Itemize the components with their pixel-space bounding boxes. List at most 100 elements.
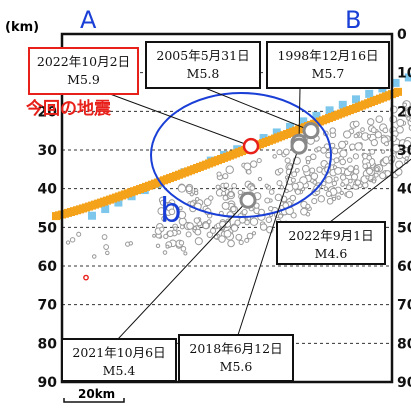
seismic-event — [189, 201, 195, 207]
seismic-event — [384, 141, 390, 147]
seismic-event — [353, 164, 359, 170]
seismic-event — [331, 196, 337, 202]
seismic-event — [284, 157, 291, 164]
seismic-event — [350, 173, 359, 181]
seismic-event — [360, 127, 365, 132]
seismic-event — [305, 160, 311, 165]
annotation-magnitude: M5.9 — [67, 72, 100, 87]
plate-orange-marker — [394, 87, 402, 96]
seismic-event — [210, 227, 217, 234]
seismic-event — [178, 240, 185, 246]
y-tick-label-left: 40 — [38, 182, 58, 198]
seismic-event — [340, 182, 345, 187]
plate-blue-marker — [352, 95, 360, 104]
seismic-event — [354, 142, 363, 151]
major-events — [239, 122, 320, 209]
seismic-event — [362, 163, 368, 169]
seismic-event — [396, 118, 405, 127]
seismic-event — [366, 167, 373, 175]
annotation-date: 2021年10月6日 — [72, 345, 165, 360]
seismic-event — [311, 198, 318, 205]
recent-event-marker — [83, 274, 89, 281]
seismic-event — [366, 154, 372, 161]
seismic-event — [276, 149, 283, 156]
seismic-event — [367, 118, 375, 126]
annotation-leader — [329, 158, 411, 223]
seismic-event — [272, 154, 277, 159]
seismic-event — [309, 153, 317, 161]
seismic-event — [259, 223, 268, 231]
seismic-event — [343, 130, 352, 139]
seismic-event — [348, 178, 353, 184]
seismic-event — [185, 185, 193, 193]
annotation-box — [266, 41, 390, 89]
section-end-a: A — [80, 6, 97, 34]
seismic-event — [246, 232, 254, 240]
seismic-event — [241, 208, 248, 215]
y-axis-unit-label: (km) — [5, 20, 39, 35]
annotation-magnitude: M5.6 — [220, 359, 253, 374]
seismic-event — [370, 139, 378, 147]
seismic-event — [291, 182, 299, 190]
seismic-event — [221, 201, 230, 210]
seismic-event — [192, 226, 198, 231]
current-quake-label: 今回の地震 — [26, 98, 112, 119]
seismic-event — [354, 179, 362, 186]
seismic-event — [249, 217, 259, 226]
annotation-box — [276, 221, 386, 265]
seismic-event — [177, 210, 187, 220]
seismic-event — [284, 188, 289, 194]
y-tick-label-right: 10 — [397, 66, 411, 82]
seismic-event — [101, 234, 108, 240]
annotation-date: 2018年6月12日 — [189, 341, 282, 356]
seismic-event — [221, 190, 227, 196]
y-tick-label-left: 80 — [38, 336, 58, 352]
seismic-event — [333, 176, 339, 182]
plate-boundary-orange — [52, 87, 402, 221]
seismic-event — [331, 180, 338, 187]
y-tick-label-left: 50 — [38, 220, 58, 236]
seismic-event — [159, 199, 166, 206]
seismic-event — [326, 197, 334, 205]
seismic-event — [238, 239, 244, 245]
seismic-event — [312, 180, 318, 185]
plate-blue-marker — [101, 205, 110, 214]
y-tick-label-left: 20 — [38, 104, 58, 120]
y-tick-label-left: 60 — [38, 259, 58, 275]
seismic-event — [264, 197, 271, 204]
plate-blue-marker — [365, 89, 374, 98]
seismic-event — [103, 244, 110, 250]
seismic-event — [193, 190, 199, 196]
y-tick-label-right: 20 — [397, 104, 411, 120]
annotation-date: 2005年5月31日 — [156, 48, 249, 63]
plate-blue-marker — [272, 128, 281, 137]
section-end-b: B — [345, 6, 361, 34]
annotation-date: 1998年12月16日 — [277, 48, 378, 63]
region-label-b: b — [160, 191, 182, 231]
seismic-event — [234, 219, 241, 226]
seismic-event — [162, 250, 168, 255]
seismic-event — [294, 167, 300, 173]
y-ticks-right: 0 10 20 30 40 50 60 70 80 90 — [397, 27, 411, 391]
y-tick-label-right: 80 — [397, 336, 411, 352]
seismic-event — [249, 185, 256, 191]
seismic-event — [193, 217, 201, 224]
seismic-event — [208, 195, 214, 201]
seismic-event — [186, 222, 194, 230]
seismic-event — [339, 158, 347, 166]
seismic-event — [277, 167, 284, 174]
seismic-event — [218, 235, 226, 243]
seismic-event — [243, 162, 252, 171]
plate-blue-marker — [325, 106, 334, 115]
seismic-event — [339, 190, 344, 196]
y-tick-label-right: 90 — [397, 375, 411, 391]
seismic-event — [331, 147, 339, 155]
seismic-event — [231, 182, 238, 189]
seismic-event — [69, 237, 76, 243]
seismic-event — [249, 160, 258, 168]
seismic-event — [300, 207, 308, 216]
seismic-event — [183, 251, 188, 256]
seismic-event — [290, 177, 296, 183]
seismic-event — [157, 207, 166, 216]
seismic-event — [216, 171, 222, 177]
